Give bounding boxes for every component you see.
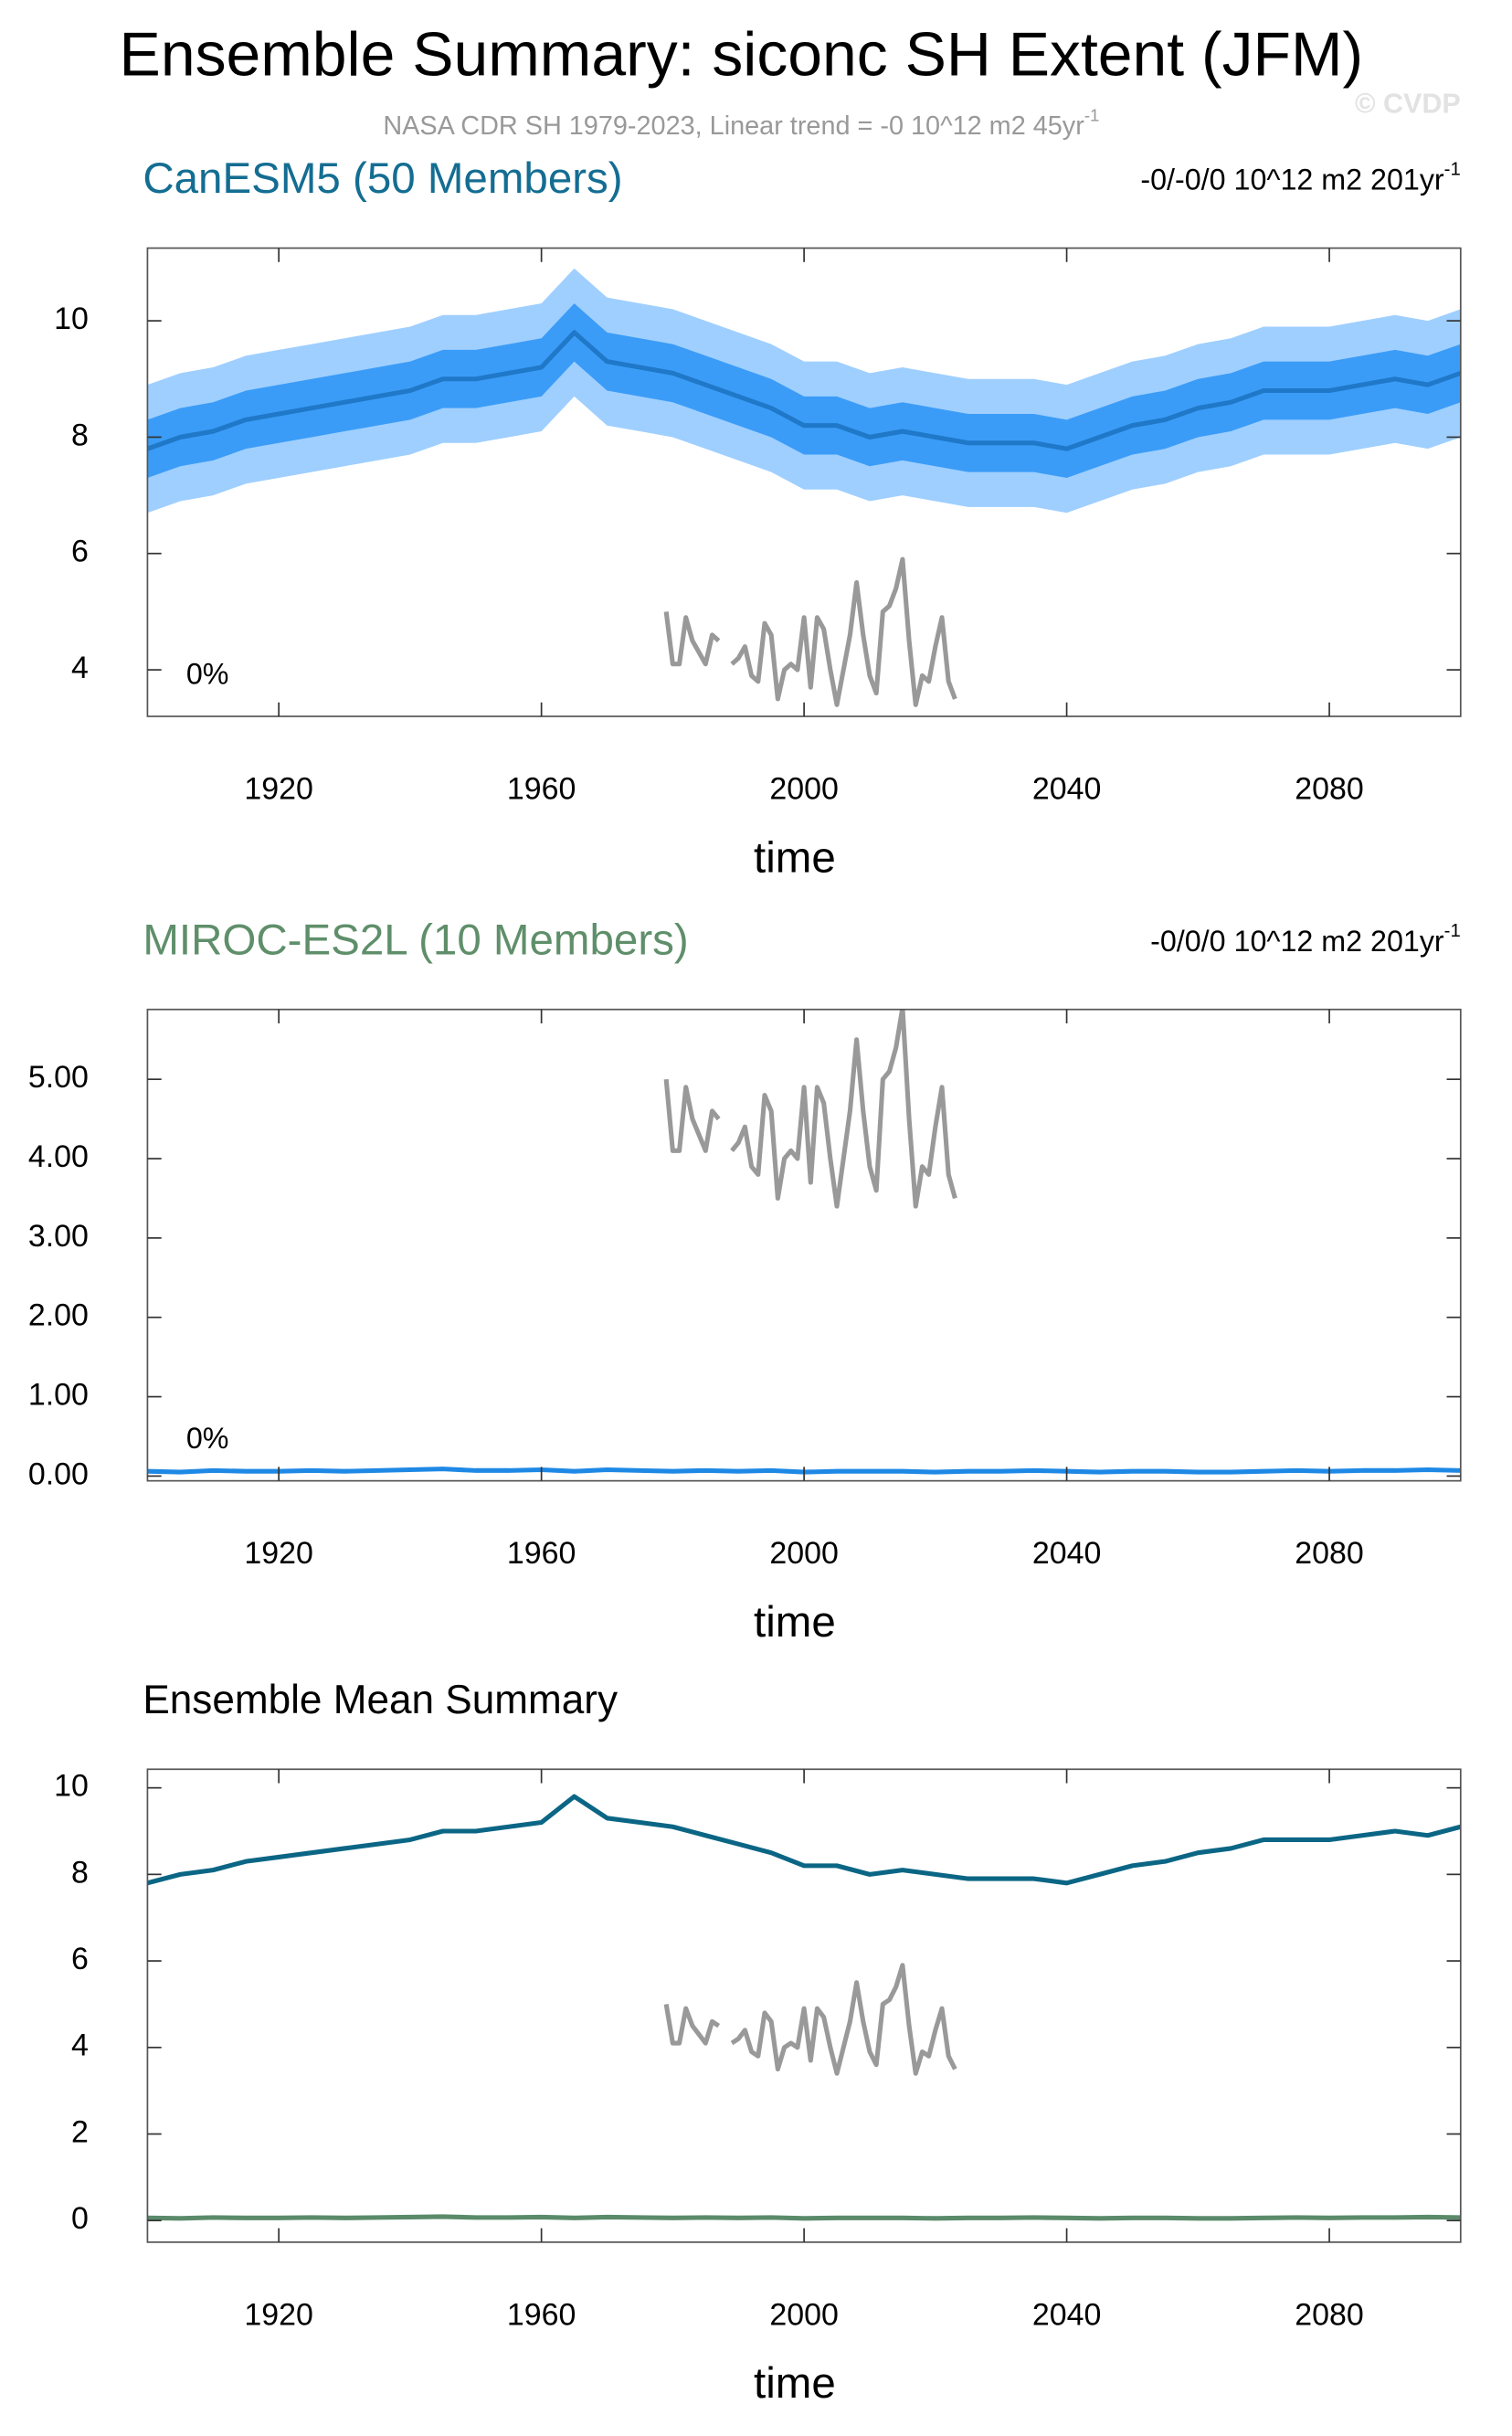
spread-band (147, 303, 1461, 479)
x-tick-label: 1920 (244, 1536, 313, 1571)
x-axis-label: time (754, 833, 836, 882)
series-line (147, 330, 1461, 451)
x-tick-label: 1920 (244, 771, 313, 806)
y-tick-label: 2 (71, 2114, 89, 2149)
plot-area (147, 1009, 1461, 1475)
x-tick-label: 2000 (769, 2297, 839, 2332)
subtitle-superscript: -1 (1084, 105, 1100, 124)
panel-title: CanESM5 (50 Members) (143, 154, 622, 203)
observation-line (663, 1963, 957, 2076)
y-tick-label: 6 (71, 1942, 89, 1976)
x-tick-label: 2000 (769, 771, 839, 806)
series-line (147, 2214, 1461, 2221)
plot-area (147, 1794, 1461, 2221)
x-tick-label: 1920 (244, 2297, 313, 2332)
trend-text: -0/-0/0 10^12 m2 201yr (1140, 163, 1444, 196)
observation-line (663, 556, 957, 707)
y-tick-label: 8 (71, 1855, 89, 1890)
series-line (147, 1794, 1461, 1886)
y-tick-label: 1.00 (28, 1378, 89, 1413)
plot-frame (146, 1008, 1462, 1482)
y-tick-label: 5.00 (28, 1060, 89, 1095)
y-tick-label: 6 (71, 535, 89, 569)
y-tick-label: 10 (54, 302, 89, 336)
panel: MIROC-ES2L (10 Members) -0/0/0 10^12 m2 2… (28, 916, 1462, 1647)
watermark: © CVDP (1355, 88, 1461, 119)
trend-text: -0/0/0 10^12 m2 201yr (1150, 924, 1444, 957)
annotation: 0% (186, 1422, 229, 1455)
panel: Ensemble Mean Summary 0 2 4 6 8 10 1920 1960 2000… (54, 1678, 1462, 2408)
x-tick-label: 1960 (507, 771, 576, 806)
x-tick-label: 1960 (507, 1536, 576, 1571)
x-axis-label: time (754, 2359, 836, 2408)
trend-superscript: -1 (1444, 160, 1461, 180)
y-tick-label: 4 (71, 2028, 89, 2063)
y-tick-label: 0 (71, 2201, 89, 2236)
x-tick-label: 2040 (1032, 2297, 1102, 2332)
x-axis-label: time (754, 1598, 836, 1647)
trend-superscript: -1 (1444, 921, 1461, 941)
trend-label: -0/0/0 10^12 m2 201yr-1 (1150, 921, 1461, 957)
y-tick-label: 3.00 (28, 1219, 89, 1254)
y-tick-label: 2.00 (28, 1298, 89, 1333)
x-tick-label: 1960 (507, 2297, 576, 2332)
y-tick-label: 4.00 (28, 1139, 89, 1174)
trend-label: -0/-0/0 10^12 m2 201yr-1 (1140, 160, 1460, 196)
y-tick-label: 4 (71, 651, 89, 685)
figure-title: Ensemble Summary: siconc SH Extent (JFM) (120, 20, 1364, 89)
y-tick-label: 0.00 (28, 1456, 89, 1491)
x-tick-label: 2080 (1295, 771, 1364, 806)
x-tick-label: 2040 (1032, 1536, 1102, 1571)
panel-title: Ensemble Mean Summary (143, 1678, 618, 1722)
observation-line (663, 1009, 957, 1209)
x-tick-label: 2080 (1295, 1536, 1364, 1571)
y-tick-label: 10 (54, 1769, 89, 1804)
subtitle-text: NASA CDR SH 1979-2023, Linear trend = -0… (383, 111, 1084, 141)
x-tick-label: 2040 (1032, 771, 1102, 806)
x-tick-label: 2080 (1295, 2297, 1364, 2332)
annotation: 0% (186, 657, 229, 690)
y-tick-label: 8 (71, 418, 89, 452)
panel-title: MIROC-ES2L (10 Members) (143, 916, 688, 964)
figure-subtitle: NASA CDR SH 1979-2023, Linear trend = -0… (383, 105, 1099, 141)
plot-area (147, 268, 1461, 707)
panel: CanESM5 (50 Members) -0/-0/0 10^12 m2 201… (54, 154, 1462, 882)
x-tick-label: 2000 (769, 1536, 839, 1571)
